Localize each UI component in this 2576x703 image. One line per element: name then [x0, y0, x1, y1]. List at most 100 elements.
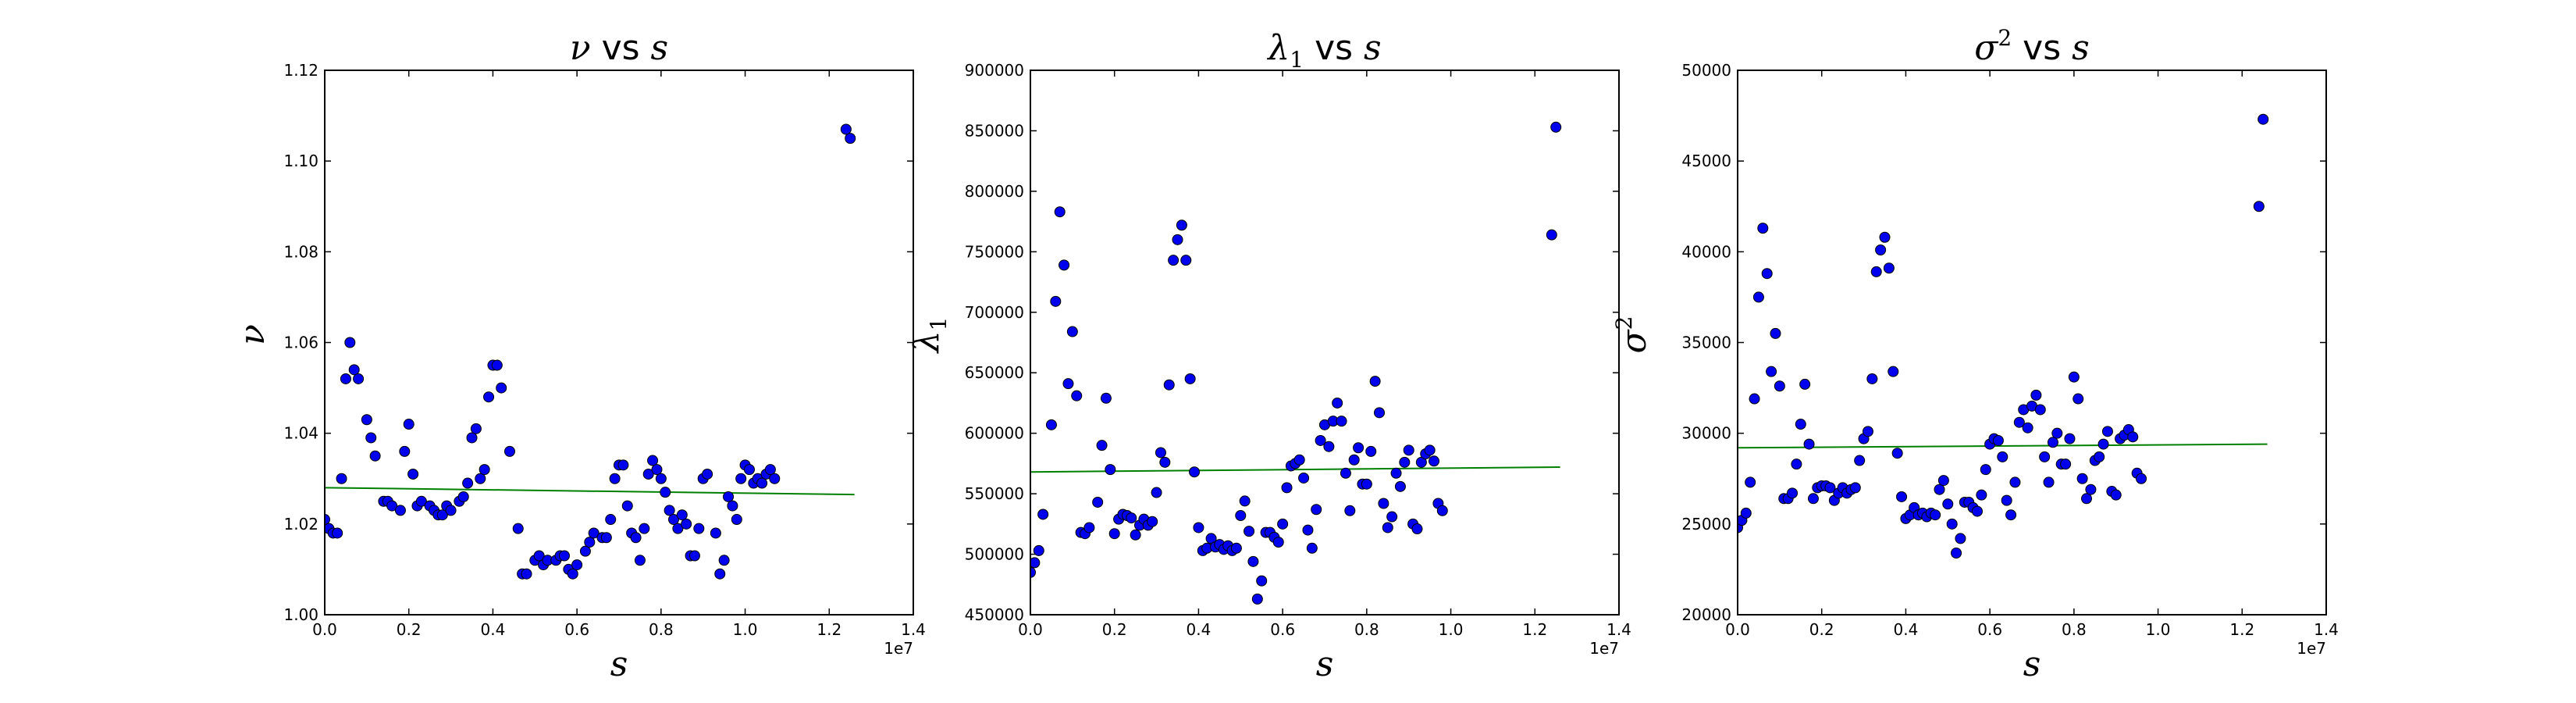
x-tick-label: 1.2 — [2229, 620, 2254, 639]
data-point — [2064, 433, 2076, 444]
data-point — [1244, 526, 1255, 537]
data-point — [1105, 464, 1116, 476]
data-point — [1348, 454, 1360, 466]
data-point — [1298, 472, 1310, 484]
data-layer — [1030, 121, 1562, 605]
data-point — [1854, 455, 1866, 466]
data-point — [1976, 489, 1987, 501]
data-point — [1251, 593, 1263, 605]
chart-title: λ1 vs s — [1266, 28, 1381, 73]
data-point — [1344, 505, 1356, 516]
data-point — [1403, 444, 1414, 456]
data-point — [681, 518, 692, 530]
data-point — [1096, 440, 1108, 451]
data-point — [688, 550, 700, 562]
data-point — [634, 555, 646, 566]
y-tick-label: 500000 — [965, 545, 1024, 564]
x-tick-label: 0.4 — [481, 620, 506, 639]
data-point — [2097, 438, 2109, 450]
data-point — [2101, 426, 2113, 437]
x-axis-label: s — [2023, 644, 2041, 684]
y-tick-label: 750000 — [965, 242, 1024, 261]
data-point — [1394, 480, 1406, 492]
x-offset-label: 1e7 — [2297, 639, 2326, 658]
x-tick-label: 0.4 — [1187, 620, 1212, 639]
data-point — [394, 505, 406, 516]
data-point — [1281, 482, 1293, 494]
data-point — [605, 514, 617, 526]
data-point — [668, 514, 680, 526]
data-point — [496, 382, 507, 394]
data-point — [1336, 416, 1347, 427]
data-point — [1399, 456, 1411, 468]
data-point — [2039, 451, 2051, 462]
data-point — [1247, 555, 1259, 567]
data-point — [1092, 496, 1104, 508]
data-point — [2047, 437, 2058, 448]
data-point — [1766, 366, 1777, 377]
data-point — [2034, 404, 2046, 416]
data-point — [2258, 113, 2269, 125]
data-point — [1866, 373, 1878, 384]
data-point — [1277, 518, 1289, 530]
title-vs: vs — [2012, 28, 2072, 68]
data-point — [1293, 454, 1305, 466]
chart-panel-3: 0.0 0.2 0.4 0.6 0.8 1.0 1.2 1.4 20000 25000 30000 3… — [1611, 25, 2339, 684]
data-point — [1424, 444, 1436, 456]
data-point — [1930, 509, 1941, 521]
data-point — [1761, 268, 1773, 280]
y-tick-label: 550000 — [965, 484, 1024, 503]
data-point — [718, 555, 730, 566]
y-label-superscript: 2 — [1611, 316, 1637, 330]
data-point — [1374, 407, 1386, 419]
data-point — [491, 359, 503, 371]
data-point — [470, 423, 482, 434]
data-point — [2253, 201, 2265, 212]
x-tick-label: 0.0 — [1018, 620, 1043, 639]
data-point — [1436, 505, 1448, 516]
data-point — [1799, 378, 1811, 390]
data-point — [2030, 389, 2042, 401]
data-point — [1774, 380, 1785, 392]
data-point — [1378, 498, 1389, 509]
data-point — [584, 537, 596, 548]
x-tick-label: 1.0 — [733, 620, 758, 639]
data-point — [2060, 459, 2072, 470]
data-point — [415, 495, 427, 507]
y-tick-label: 900000 — [965, 61, 1024, 80]
x-tick-label: 0.8 — [1354, 620, 1379, 639]
y-label-symbol: σ — [1614, 328, 1654, 353]
x-tick-label: 1.4 — [1606, 620, 1631, 639]
data-point — [462, 477, 474, 489]
data-point — [1037, 509, 1049, 520]
title-vs: vs — [591, 28, 651, 68]
data-point — [1546, 229, 1557, 241]
x-tick-label: 0.6 — [564, 620, 589, 639]
x-tick-label: 1.2 — [817, 620, 841, 639]
data-point — [731, 514, 742, 526]
y-tick-label: 850000 — [965, 121, 1024, 140]
data-point — [1189, 466, 1201, 478]
data-point — [1130, 529, 1141, 541]
data-point — [2085, 484, 2097, 495]
data-point — [1147, 516, 1158, 527]
data-point — [1323, 441, 1335, 452]
data-point — [1803, 438, 1815, 450]
x-tick-label: 0.8 — [2062, 620, 2087, 639]
title-subscript: 1 — [1290, 47, 1304, 73]
data-point — [1942, 498, 1954, 510]
data-point — [1862, 426, 1873, 437]
data-point — [2081, 493, 2093, 505]
data-point — [1888, 366, 1899, 377]
data-point — [512, 523, 524, 534]
chart-title: σ2 vs s — [1974, 25, 2089, 68]
x-tick-label: 0.8 — [649, 620, 674, 639]
data-point — [503, 445, 515, 457]
data-point — [2051, 427, 2063, 439]
data-point — [1992, 434, 2004, 446]
data-point — [1740, 507, 1752, 519]
data-point — [1126, 512, 1137, 524]
plot-area — [1030, 70, 1619, 615]
x-tick-label: 0.6 — [1270, 620, 1295, 639]
data-point — [2110, 489, 2122, 501]
